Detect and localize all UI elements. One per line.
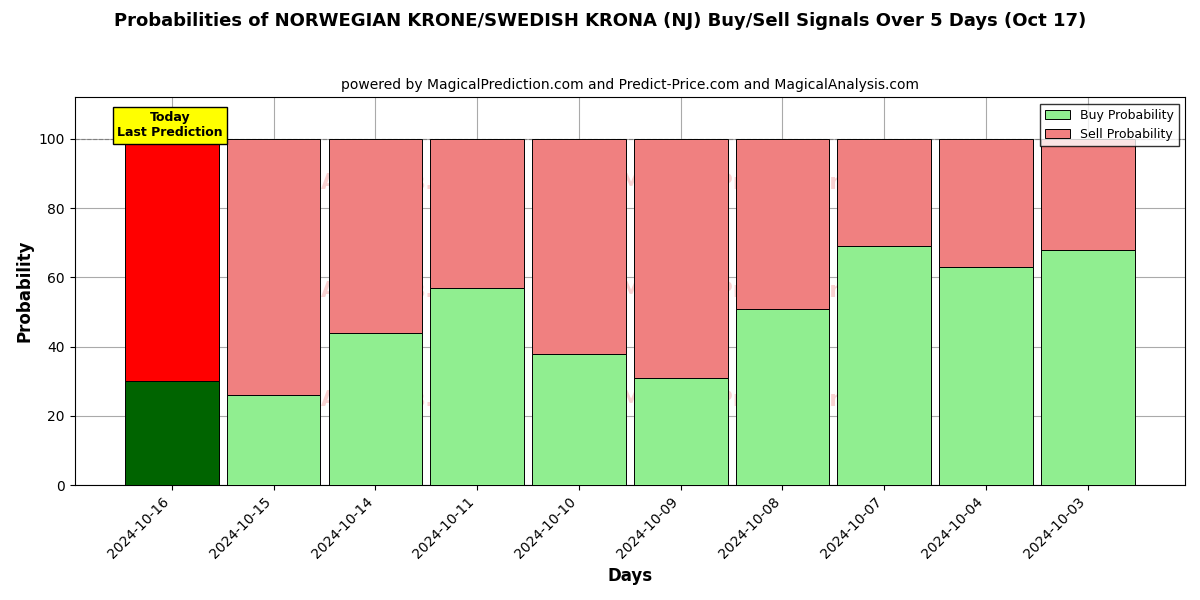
Bar (329, 139, 422, 333)
Bar (532, 139, 625, 353)
Bar (940, 267, 1033, 485)
Text: Today
Last Prediction: Today Last Prediction (118, 111, 223, 139)
Bar (634, 378, 727, 485)
Bar (1040, 250, 1134, 485)
X-axis label: Days: Days (607, 567, 653, 585)
Text: MagicalPrediction.com: MagicalPrediction.com (620, 281, 906, 301)
Title: powered by MagicalPrediction.com and Predict-Price.com and MagicalAnalysis.com: powered by MagicalPrediction.com and Pre… (341, 78, 919, 92)
Text: MagicalPrediction.com: MagicalPrediction.com (620, 390, 906, 410)
Bar (838, 246, 931, 485)
Bar (125, 139, 218, 381)
Text: calAnalysis.com: calAnalysis.com (286, 390, 486, 410)
Bar (431, 288, 524, 485)
Bar (634, 139, 727, 378)
Bar (1040, 139, 1134, 250)
Bar (736, 308, 829, 485)
Bar (227, 395, 320, 485)
Bar (329, 333, 422, 485)
Bar (125, 381, 218, 485)
Bar (736, 139, 829, 308)
Text: MagicalPrediction.com: MagicalPrediction.com (620, 173, 906, 193)
Bar (227, 139, 320, 395)
Text: calAnalysis.com: calAnalysis.com (286, 281, 486, 301)
Bar (838, 139, 931, 246)
Text: calAnalysis.com: calAnalysis.com (286, 173, 486, 193)
Text: Probabilities of NORWEGIAN KRONE/SWEDISH KRONA (NJ) Buy/Sell Signals Over 5 Days: Probabilities of NORWEGIAN KRONE/SWEDISH… (114, 12, 1086, 30)
Bar (532, 353, 625, 485)
Y-axis label: Probability: Probability (16, 240, 34, 343)
Legend: Buy Probability, Sell Probability: Buy Probability, Sell Probability (1040, 104, 1178, 146)
Bar (940, 139, 1033, 267)
Bar (431, 139, 524, 288)
